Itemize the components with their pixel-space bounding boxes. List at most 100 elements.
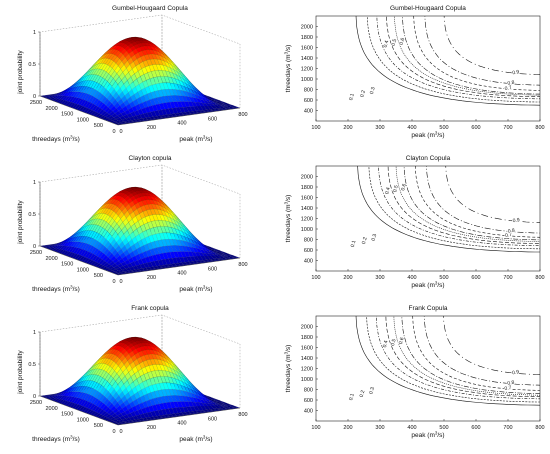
chart-title: Frank Copula — [408, 305, 447, 312]
tick-label: 0.5 — [28, 362, 36, 368]
contour-line — [395, 166, 540, 242]
x-axis-label: threedays (m3/s) — [32, 135, 80, 144]
y-axis-label: peak (m3/s) — [179, 435, 212, 444]
contour-line — [443, 16, 540, 75]
tick-label: 800 — [238, 412, 247, 418]
tick-label: 2000 — [45, 256, 57, 262]
tick-label: 600 — [208, 116, 217, 122]
tick-label: 0 — [112, 429, 115, 435]
tick-label: 2000 — [301, 25, 313, 31]
tick-label: 1200 — [301, 367, 313, 373]
tick-label: 0 — [112, 129, 115, 135]
contour-label: 0.8 — [507, 80, 515, 87]
contour-label: 0.8 — [507, 228, 515, 235]
tick-label: 0 — [119, 279, 122, 285]
contour-label: 0.2 — [361, 236, 369, 244]
tick-label: 600 — [471, 275, 480, 281]
contour-label: 0.9 — [512, 69, 520, 76]
y-axis-label: threedays (m3/s) — [284, 195, 293, 243]
tick-label: 800 — [304, 88, 313, 94]
tick-label: 600 — [304, 398, 313, 404]
tick-label: 0 — [119, 429, 122, 435]
x-axis-label: peak (m3/s) — [411, 281, 444, 290]
contour-label: 0.7 — [504, 85, 512, 92]
tick-label: 800 — [304, 388, 313, 394]
contour-label: 0.8 — [507, 380, 515, 387]
tick-label: 400 — [304, 109, 313, 115]
contour-panel: Gumbel-Hougaard Copula 100 200 300 400 500 600… — [284, 5, 545, 140]
chart-title: Clayton Copula — [406, 155, 451, 162]
contour-line — [414, 166, 540, 238]
tick-label: 400 — [177, 421, 186, 427]
tick-label: 300 — [375, 125, 384, 131]
z-axis-label: joint probability — [17, 200, 24, 245]
tick-label: 1200 — [301, 67, 313, 73]
z-axis-label: joint probability — [17, 50, 24, 95]
chart-title: Clayton copula — [129, 155, 172, 162]
axis-wall — [161, 314, 241, 408]
contour-line — [426, 166, 540, 234]
tick-label: 100 — [311, 425, 320, 431]
tick-label: 800 — [304, 238, 313, 244]
tick-label: 1600 — [301, 46, 313, 52]
tick-label: 1 — [33, 180, 36, 186]
contour-label: 0.6 — [400, 183, 408, 191]
tick-label: 1 — [33, 30, 36, 36]
tick-label: 1500 — [61, 112, 73, 118]
tick-label: 1000 — [301, 77, 313, 83]
contour-label: 0.1 — [348, 93, 356, 101]
contour-label: 0.3 — [371, 233, 379, 241]
tick-label: 300 — [375, 275, 384, 281]
contour-lines — [357, 166, 540, 253]
y-axis-label: threedays (m3/s) — [284, 345, 293, 393]
tick-label: 400 — [304, 259, 313, 265]
contour-line — [403, 166, 540, 241]
tick-label: 2000 — [301, 175, 313, 181]
contour-label: 0.3 — [369, 86, 377, 94]
chart-title: Gumbel-Hougaard Copula — [112, 5, 188, 12]
contour-line — [368, 166, 540, 250]
contour-label: 0.4 — [384, 187, 392, 195]
tick-label: 2500 — [30, 400, 42, 406]
tick-label: 2500 — [30, 100, 42, 106]
tick-label: 200 — [343, 275, 352, 281]
tick-label: 200 — [343, 125, 352, 131]
tick-label: 500 — [439, 125, 448, 131]
contour-label: 0.5 — [392, 184, 400, 192]
tick-label: 2000 — [45, 406, 57, 412]
contour-line — [355, 16, 540, 106]
axis-wall — [39, 164, 163, 246]
tick-label: 300 — [375, 425, 384, 431]
tick-label: 200 — [147, 275, 156, 281]
contour-label: 0.6 — [399, 37, 407, 45]
tick-label: 400 — [407, 275, 416, 281]
z-axis-label: joint probability — [17, 350, 24, 395]
axis-line — [117, 107, 241, 126]
x-axis-label: threedays (m3/s) — [32, 285, 80, 294]
tick-label: 400 — [177, 121, 186, 127]
axis-wall — [39, 314, 163, 396]
y-axis-label: peak (m3/s) — [179, 135, 212, 144]
tick-label: 600 — [304, 98, 313, 104]
tick-label: 800 — [238, 262, 247, 268]
tick-label: 600 — [208, 266, 217, 272]
axis-line — [39, 95, 119, 126]
tick-label: 100 — [311, 125, 320, 131]
plot-area — [315, 315, 541, 422]
tick-label: 1200 — [301, 217, 313, 223]
tick-label: 400 — [407, 125, 416, 131]
axis-line — [39, 245, 119, 276]
contour-line — [394, 16, 540, 96]
tick-label: 800 — [535, 125, 544, 131]
axis-wall — [161, 164, 241, 258]
contour-line — [378, 166, 540, 247]
chart-title: Frank copula — [131, 305, 169, 312]
axis-wall — [39, 14, 163, 96]
x-axis-label: peak (m3/s) — [411, 131, 444, 140]
contour-line — [413, 16, 540, 91]
contour-label: 0.7 — [505, 232, 513, 239]
tick-label: 1000 — [77, 117, 89, 123]
tick-label: 1600 — [301, 346, 313, 352]
surface-panel: Gumbel-Hougaard Copula00.512500200015001… — [17, 5, 248, 143]
